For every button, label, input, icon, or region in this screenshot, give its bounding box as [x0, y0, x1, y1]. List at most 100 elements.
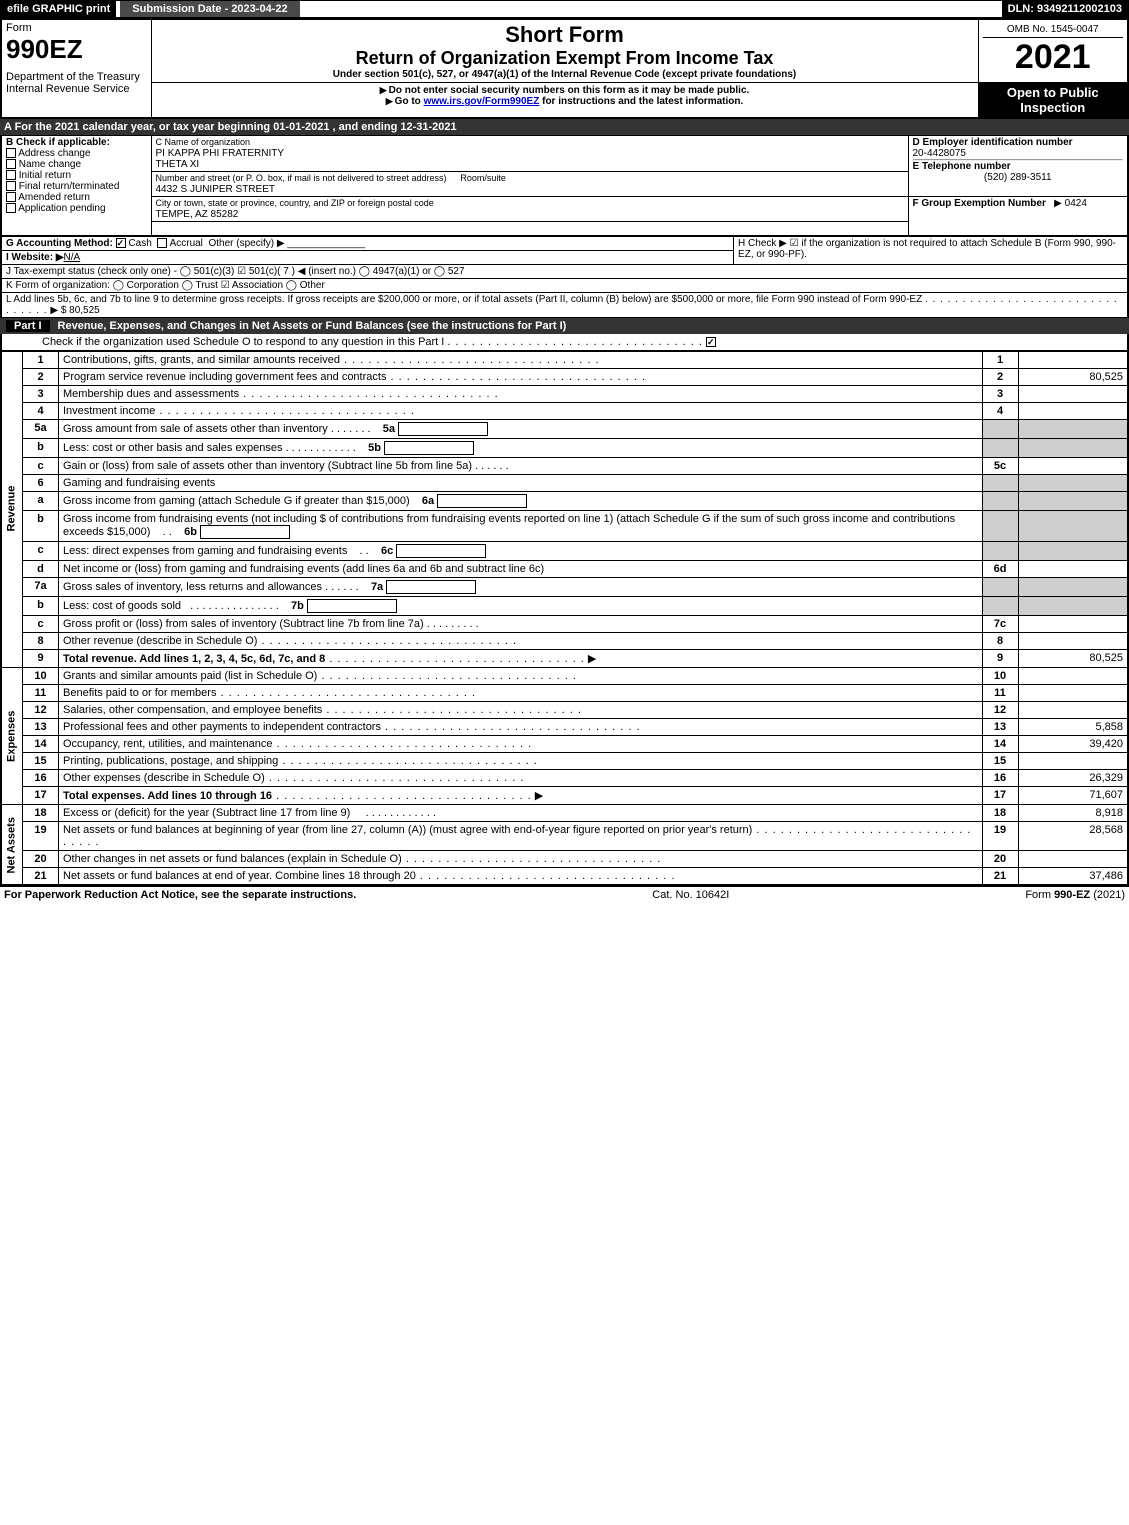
- tax-year: 2021: [983, 38, 1124, 77]
- line-15: Printing, publications, postage, and shi…: [59, 753, 983, 770]
- goto-prefix: Go to: [395, 96, 424, 107]
- top-bar: efile GRAPHIC print Submission Date - 20…: [0, 0, 1129, 18]
- line-7b: Less: cost of goods sold . . . . . . . .…: [59, 597, 983, 616]
- section-a-taxyear: A For the 2021 calendar year, or tax yea…: [0, 119, 1129, 135]
- amt-2: 80,525: [1018, 369, 1128, 386]
- title-short-form: Short Form: [156, 22, 974, 48]
- amt-12: [1018, 702, 1128, 719]
- lbl-website: I Website: ▶: [6, 252, 64, 263]
- street-value: 4432 S JUNIPER STREET: [156, 184, 275, 195]
- chk-amended-return[interactable]: [6, 192, 16, 202]
- irs-link[interactable]: www.irs.gov/Form990EZ: [424, 96, 540, 107]
- box-c-city: City or town, state or province, country…: [151, 197, 908, 222]
- lbl-application-pending: Application pending: [18, 203, 105, 214]
- box-d-e: D Employer identification number 20-4428…: [908, 136, 1128, 197]
- part-1-header: Part I Revenue, Expenses, and Changes in…: [0, 318, 1129, 334]
- amt-16: 26,329: [1018, 770, 1128, 787]
- line-7c: Gross profit or (loss) from sales of inv…: [59, 616, 983, 633]
- omb-number: OMB No. 1545-0047: [983, 22, 1124, 38]
- ein-value: 20-4428075: [913, 148, 966, 159]
- lbl-street: Number and street (or P. O. box, if mail…: [156, 173, 447, 183]
- chk-schedule-o[interactable]: [706, 337, 716, 347]
- lines-g-l: G Accounting Method: Cash Accrual Other …: [0, 236, 1129, 318]
- form-id-cell: Form 990EZ Department of the Treasury In…: [1, 19, 151, 118]
- instructions-cell: Do not enter social security numbers on …: [151, 83, 978, 119]
- city-value: TEMPE, AZ 85282: [156, 209, 239, 220]
- line-l-amount: $ 80,525: [61, 305, 100, 316]
- line-5a: Gross amount from sale of assets other t…: [59, 420, 983, 439]
- chk-cash[interactable]: [116, 238, 126, 248]
- efile-link[interactable]: efile GRAPHIC print: [7, 3, 110, 15]
- amt-8: [1018, 633, 1128, 650]
- amt-17: 71,607: [1018, 787, 1128, 805]
- box-c-addr: Number and street (or P. O. box, if mail…: [151, 172, 908, 197]
- lbl-accounting-method: G Accounting Method:: [6, 238, 113, 249]
- lbl-ein: D Employer identification number: [913, 137, 1073, 148]
- netassets-section-label: Net Assets: [1, 805, 23, 886]
- group-exemption-value: 0424: [1065, 198, 1087, 209]
- part-1-check-text: Check if the organization used Schedule …: [42, 336, 444, 348]
- part-1-title: Revenue, Expenses, and Changes in Net As…: [58, 320, 567, 332]
- line-19: Net assets or fund balances at beginning…: [59, 822, 983, 851]
- goto-line: Go to www.irs.gov/Form990EZ for instruct…: [156, 96, 974, 107]
- goto-suffix: for instructions and the latest informat…: [539, 96, 743, 107]
- line-2: Program service revenue including govern…: [59, 369, 983, 386]
- dept-treasury: Department of the Treasury: [6, 71, 147, 83]
- line-j: J Tax-exempt status (check only one) - ◯…: [1, 265, 1128, 279]
- line-l: L Add lines 5b, 6c, and 7b to line 9 to …: [1, 293, 1128, 318]
- lbl-final-return: Final return/terminated: [19, 181, 120, 192]
- lbl-address-change: Address change: [18, 148, 90, 159]
- chk-application-pending[interactable]: [6, 203, 16, 213]
- box-f: F Group Exemption Number ▶ 0424: [908, 197, 1128, 236]
- line-6: Gaming and fundraising events: [59, 475, 983, 492]
- submission-date: Submission Date - 2023-04-22: [120, 1, 299, 17]
- revenue-section-label: Revenue: [1, 351, 23, 668]
- line-6b: Gross income from fundraising events (no…: [59, 511, 983, 542]
- line-l-text: L Add lines 5b, 6c, and 7b to line 9 to …: [6, 294, 922, 305]
- footer-mid: Cat. No. 10642I: [652, 889, 729, 901]
- part-1-table: Revenue 1Contributions, gifts, grants, a…: [0, 350, 1129, 886]
- line-18: Excess or (deficit) for the year (Subtra…: [59, 805, 983, 822]
- line-11: Benefits paid to or for members: [59, 685, 983, 702]
- chk-address-change[interactable]: [6, 148, 16, 158]
- website-value: N/A: [64, 252, 81, 263]
- line-10: Grants and similar amounts paid (list in…: [59, 668, 983, 685]
- line-8: Other revenue (describe in Schedule O): [59, 633, 983, 650]
- part-1-label: Part I: [6, 320, 50, 332]
- amt-11: [1018, 685, 1128, 702]
- efile-print-link[interactable]: efile GRAPHIC print: [1, 1, 116, 17]
- line-6a: Gross income from gaming (attach Schedul…: [59, 492, 983, 511]
- line-9: Total revenue. Add lines 1, 2, 3, 4, 5c,…: [59, 650, 983, 668]
- chk-final-return[interactable]: [6, 181, 16, 191]
- dln: DLN: 93492112002103: [1002, 1, 1128, 17]
- lbl-accrual: Accrual: [170, 238, 203, 249]
- amt-6d: [1018, 561, 1128, 578]
- lbl-city: City or town, state or province, country…: [156, 198, 434, 208]
- amt-15: [1018, 753, 1128, 770]
- amt-10: [1018, 668, 1128, 685]
- line-5b: Less: cost or other basis and sales expe…: [59, 439, 983, 458]
- line-5c: Gain or (loss) from sale of assets other…: [59, 458, 983, 475]
- line-6c: Less: direct expenses from gaming and fu…: [59, 542, 983, 561]
- lbl-name-change: Name change: [19, 159, 81, 170]
- lbl-org-name: C Name of organization: [156, 137, 251, 147]
- part-1-check: Check if the organization used Schedule …: [0, 334, 1129, 350]
- title-cell: Short Form Return of Organization Exempt…: [151, 19, 978, 83]
- lbl-phone: E Telephone number: [913, 161, 1011, 172]
- line-16: Other expenses (describe in Schedule O): [59, 770, 983, 787]
- line-1: Contributions, gifts, grants, and simila…: [59, 351, 983, 369]
- chk-initial-return[interactable]: [6, 170, 16, 180]
- line-3: Membership dues and assessments: [59, 386, 983, 403]
- form-header: Form 990EZ Department of the Treasury In…: [0, 18, 1129, 119]
- box-c-name: C Name of organization PI KAPPA PHI FRAT…: [151, 136, 908, 172]
- title-under: Under section 501(c), 527, or 4947(a)(1)…: [156, 69, 974, 80]
- line-21: Net assets or fund balances at end of ye…: [59, 868, 983, 886]
- chk-accrual[interactable]: [157, 238, 167, 248]
- ssn-warning: Do not enter social security numbers on …: [156, 85, 974, 96]
- org-name-2: THETA XI: [156, 159, 200, 170]
- chk-name-change[interactable]: [6, 159, 16, 169]
- form-label: Form: [6, 22, 147, 34]
- amt-7c: [1018, 616, 1128, 633]
- amt-18: 8,918: [1018, 805, 1128, 822]
- phone-value: (520) 289-3511: [913, 172, 1124, 183]
